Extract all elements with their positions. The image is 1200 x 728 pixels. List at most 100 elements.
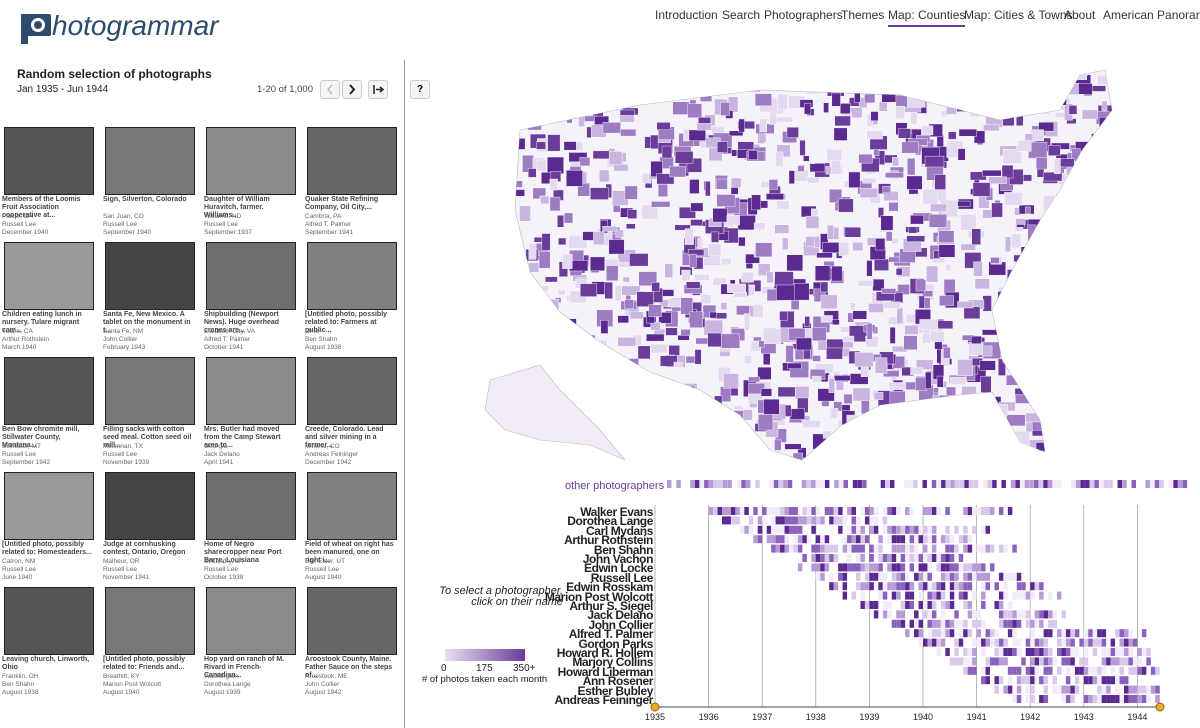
county[interactable] xyxy=(600,320,609,334)
county[interactable] xyxy=(541,66,559,82)
other-photographers[interactable]: other photographers xyxy=(565,480,665,492)
county[interactable] xyxy=(696,122,712,131)
photographer-name[interactable]: Carl Mydans xyxy=(586,523,653,538)
county[interactable] xyxy=(937,456,955,463)
county[interactable] xyxy=(741,271,754,283)
county[interactable] xyxy=(1043,195,1056,212)
county[interactable] xyxy=(830,160,841,174)
county[interactable] xyxy=(820,315,833,323)
county[interactable] xyxy=(1076,83,1093,95)
county[interactable] xyxy=(776,200,790,210)
county[interactable] xyxy=(789,408,805,420)
county[interactable] xyxy=(540,196,550,205)
county[interactable] xyxy=(665,327,678,336)
county[interactable] xyxy=(866,260,873,277)
county[interactable] xyxy=(847,77,866,91)
county[interactable] xyxy=(1096,146,1110,153)
county[interactable] xyxy=(538,251,551,269)
county[interactable] xyxy=(565,318,577,330)
county[interactable] xyxy=(1072,387,1080,400)
county[interactable] xyxy=(731,149,738,157)
county[interactable] xyxy=(960,213,977,231)
county[interactable] xyxy=(1087,447,1102,465)
county[interactable] xyxy=(575,354,591,369)
county[interactable] xyxy=(755,242,773,258)
county[interactable] xyxy=(650,321,661,331)
county[interactable] xyxy=(990,257,1000,264)
county[interactable] xyxy=(736,305,750,316)
county[interactable] xyxy=(602,122,621,134)
county[interactable] xyxy=(667,447,683,455)
county[interactable] xyxy=(1082,415,1098,433)
county[interactable] xyxy=(898,433,905,450)
county[interactable] xyxy=(543,115,550,126)
county[interactable] xyxy=(1108,394,1124,405)
county[interactable] xyxy=(684,228,694,245)
county[interactable] xyxy=(515,138,526,150)
county[interactable] xyxy=(705,180,711,197)
county[interactable] xyxy=(668,391,687,408)
county[interactable] xyxy=(1088,398,1100,406)
county[interactable] xyxy=(991,202,1003,218)
county[interactable] xyxy=(720,302,728,310)
county[interactable] xyxy=(831,444,843,452)
county[interactable] xyxy=(731,177,742,188)
county[interactable] xyxy=(593,91,603,102)
county[interactable] xyxy=(730,186,739,195)
county[interactable] xyxy=(882,414,890,421)
county[interactable] xyxy=(541,233,551,251)
county[interactable] xyxy=(819,444,835,461)
county[interactable] xyxy=(606,458,619,465)
county[interactable] xyxy=(528,329,542,341)
county[interactable] xyxy=(811,208,819,217)
county[interactable] xyxy=(903,335,918,350)
county[interactable] xyxy=(881,414,890,426)
county[interactable] xyxy=(885,438,903,455)
county[interactable] xyxy=(606,415,618,428)
county[interactable] xyxy=(1004,192,1023,206)
county[interactable] xyxy=(903,439,911,450)
county[interactable] xyxy=(1024,296,1037,306)
nav-link[interactable]: Map: Cities & Towns xyxy=(964,8,1073,22)
county[interactable] xyxy=(1038,303,1053,312)
county[interactable] xyxy=(1003,65,1020,76)
county[interactable] xyxy=(1083,382,1098,397)
county[interactable] xyxy=(1075,425,1095,432)
county[interactable] xyxy=(651,84,661,99)
county[interactable] xyxy=(573,354,585,363)
county[interactable] xyxy=(899,436,905,443)
county[interactable] xyxy=(678,431,690,437)
county[interactable] xyxy=(540,83,550,99)
county[interactable] xyxy=(527,457,546,473)
next-button[interactable] xyxy=(342,80,362,99)
county[interactable] xyxy=(1072,418,1091,435)
county[interactable] xyxy=(597,92,606,105)
county[interactable] xyxy=(677,402,693,411)
county[interactable] xyxy=(579,157,591,167)
county[interactable] xyxy=(854,93,861,103)
county[interactable] xyxy=(594,80,613,88)
county[interactable] xyxy=(700,85,713,102)
county[interactable] xyxy=(758,340,765,348)
county[interactable] xyxy=(754,93,772,107)
county[interactable] xyxy=(602,226,618,232)
county[interactable] xyxy=(974,278,990,290)
county[interactable] xyxy=(823,102,829,113)
county[interactable] xyxy=(1043,322,1055,333)
county[interactable] xyxy=(747,70,759,81)
county[interactable] xyxy=(1008,327,1024,338)
county[interactable] xyxy=(866,130,883,140)
county[interactable] xyxy=(658,299,669,307)
county[interactable] xyxy=(532,187,546,200)
county[interactable] xyxy=(930,203,947,212)
county[interactable] xyxy=(566,111,573,124)
county[interactable] xyxy=(1095,401,1110,415)
county[interactable] xyxy=(1069,206,1089,214)
help-button[interactable]: ? xyxy=(410,80,430,99)
county[interactable] xyxy=(1093,389,1111,403)
photographer-name[interactable]: Dorothea Lange xyxy=(567,514,653,529)
county[interactable] xyxy=(646,333,665,342)
county[interactable] xyxy=(511,180,523,188)
county[interactable] xyxy=(885,172,904,178)
county[interactable] xyxy=(761,69,768,81)
